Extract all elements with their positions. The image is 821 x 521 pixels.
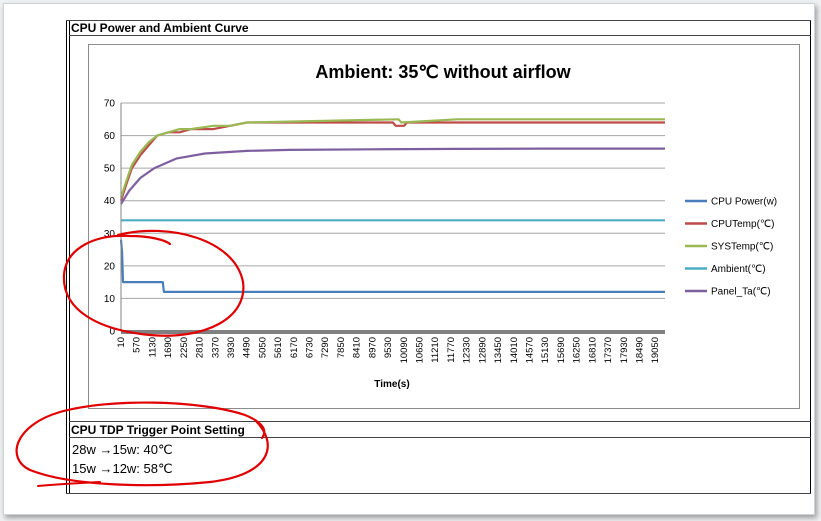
x-tick-label: 2810 (195, 337, 206, 358)
chart-frame: Ambient: 35℃ without airflow 0 10 20 30 40 50… (88, 44, 800, 409)
y-tick-label: 20 (104, 261, 116, 272)
section-title-power-curve: CPU Power and Ambient Curve (71, 21, 249, 35)
cpu-power-ambient-chart: Ambient: 35℃ without airflow 01020304050… (104, 62, 777, 390)
x-tick-label: 14570 (524, 337, 535, 363)
y-tick-label: 30 (104, 229, 116, 240)
x-tick-label: 1130 (147, 337, 158, 357)
legend-label: CPU Power(w) (711, 197, 777, 208)
tdp-setting-line-1: 28w →15w: 40℃ (72, 442, 173, 457)
x-tick-label: 16250 (572, 337, 583, 363)
x-tick-label: 17370 (603, 337, 614, 363)
series-line-panel-ta (120, 147, 665, 205)
table-section-divider-2 (69, 437, 811, 438)
legend-label: Panel_Ta(℃) (711, 287, 771, 298)
x-tick-label: 3930 (226, 337, 237, 358)
x-tick-label: 1690 (163, 337, 174, 358)
x-tick-label: 10650 (415, 337, 426, 363)
x-tick-label: 6730 (305, 337, 316, 358)
table-section-divider (69, 421, 811, 422)
x-tick-label: 7850 (336, 337, 347, 358)
table-header-divider (69, 35, 811, 36)
x-tick-label: 11210 (430, 337, 441, 363)
x-tick-label: 13450 (493, 337, 504, 363)
y-tick-label: 60 (104, 131, 116, 142)
y-tick-label: 70 (104, 99, 116, 110)
x-tick-label: 10090 (399, 337, 410, 363)
x-tick-label: 16810 (587, 337, 598, 363)
y-tick-label: 10 (104, 294, 116, 305)
table-border-right (810, 20, 811, 493)
legend-label: Ambient(℃) (711, 264, 766, 275)
x-tick-label: 11770 (446, 337, 457, 363)
x-tick-label: 8410 (352, 337, 363, 358)
x-tick-label: 6170 (289, 337, 300, 358)
x-tick-label: 4490 (242, 337, 253, 358)
x-tick-label: 12890 (477, 337, 488, 363)
series-line-cpu-temp (119, 121, 665, 202)
y-tick-label: 0 (109, 327, 115, 338)
x-tick-label: 15690 (556, 337, 567, 363)
table-border-top (66, 20, 811, 21)
legend-label: SYSTemp(℃) (711, 242, 773, 253)
x-tick-label: 12330 (462, 337, 473, 363)
x-tick-label: 15130 (540, 337, 551, 363)
y-tick-label: 40 (104, 196, 116, 207)
x-tick-label: 19050 (650, 337, 661, 363)
x-tick-label: 3370 (210, 337, 221, 358)
x-tick-label: 5050 (257, 337, 268, 358)
x-axis-line (121, 330, 665, 334)
x-tick-label: 570 (132, 337, 143, 353)
x-tick-label: 14010 (509, 337, 520, 363)
x-tick-label: 10 (116, 337, 127, 348)
x-tick-label: 5610 (273, 337, 284, 358)
x-tick-label: 2250 (179, 337, 190, 358)
table-border-left-inner (69, 20, 70, 493)
tdp-setting-line-2: 15w →12w: 58℃ (72, 461, 173, 476)
x-tick-label: 9530 (383, 337, 394, 358)
section-title-tdp-setting: CPU TDP Trigger Point Setting (71, 423, 245, 437)
table-border-bottom (66, 493, 811, 494)
legend-label: CPUTemp(℃) (711, 219, 774, 230)
x-tick-label: 8970 (367, 337, 378, 358)
series-line-sys-temp (119, 118, 665, 198)
x-axis-title: Time(s) (374, 379, 409, 390)
chart-title: Ambient: 35℃ without airflow (315, 62, 571, 82)
x-tick-label: 7290 (320, 337, 331, 358)
x-tick-label: 18490 (634, 337, 645, 363)
table-border-left (66, 20, 67, 493)
y-tick-label: 50 (104, 164, 116, 175)
x-tick-label: 17930 (619, 337, 630, 363)
